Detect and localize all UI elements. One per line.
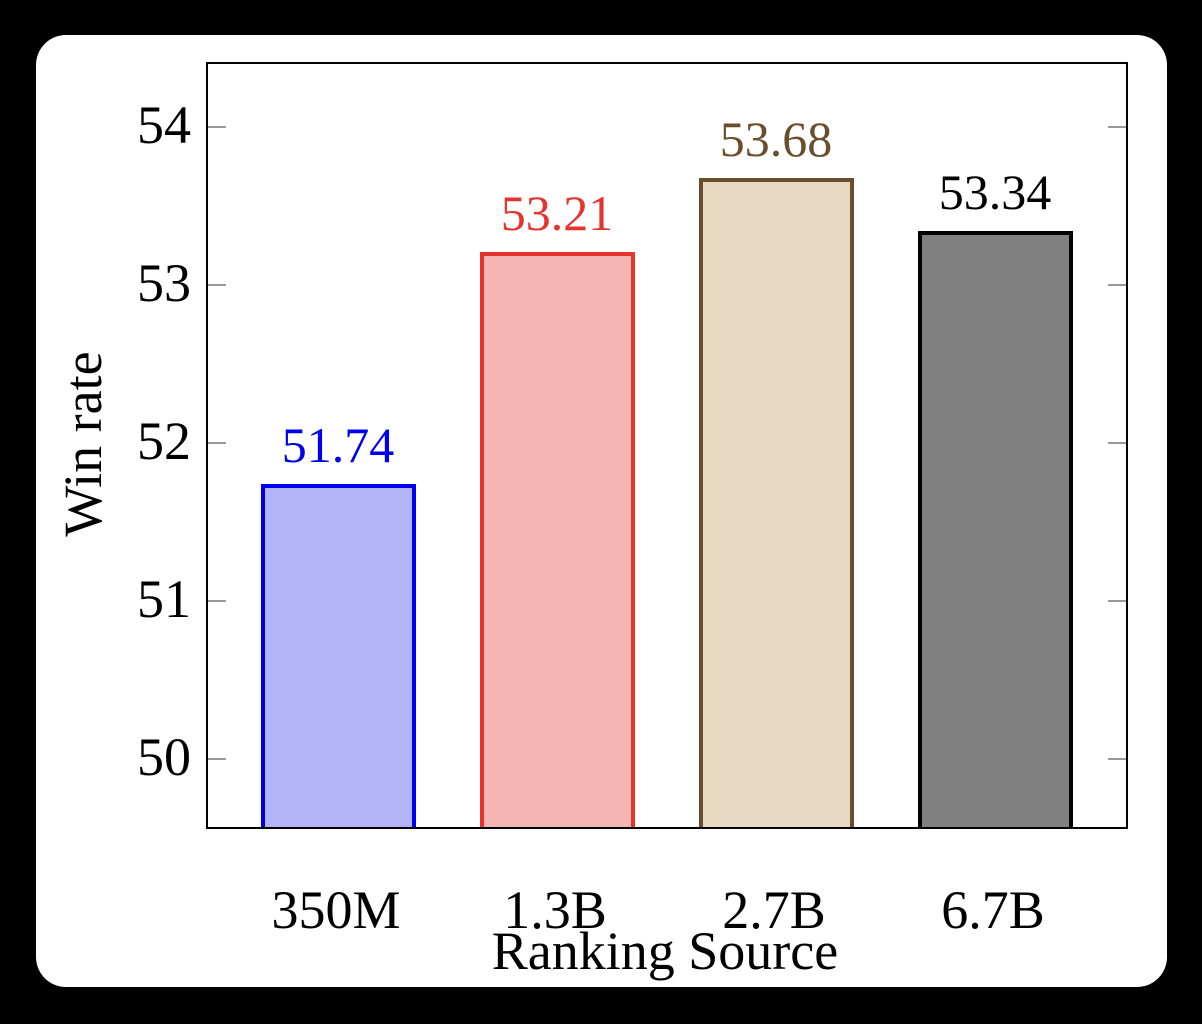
y-axis-tick-mark	[208, 442, 226, 445]
y-axis-tick-mark	[208, 600, 226, 603]
bar-value-label: 53.21	[500, 185, 614, 241]
bar-value-label: 51.74	[281, 417, 395, 474]
plot-area: 51.74 53.21 53.68 53.34	[206, 62, 1128, 829]
y-axis-tick-label: 51	[137, 569, 191, 630]
x-axis-category-label: 6.7B	[941, 880, 1045, 940]
x-axis-title: Ranking Source	[491, 921, 839, 981]
bar-value-label: 53.34	[938, 164, 1052, 221]
y-axis-tick-mark	[208, 126, 226, 129]
y-axis-tick-label: 53	[137, 253, 191, 314]
x-axis-category-label: 2.7B	[722, 880, 826, 940]
bar-value-label: 53.68	[719, 110, 833, 167]
y-axis-tick-label: 50	[137, 727, 191, 788]
y-axis-tick-mark	[208, 284, 226, 287]
y-axis-tick-mark	[1108, 758, 1126, 761]
y-axis-tick-mark	[1108, 126, 1126, 129]
bar-6.7B	[917, 231, 1073, 827]
x-axis-category-label: 1.3B	[503, 880, 607, 940]
y-axis-tick-mark	[1108, 284, 1126, 287]
chart-card: Win rate 51.74 53.21 53.68 53.34 50 51 52 53 54…	[36, 35, 1167, 987]
bar-2.7B	[698, 177, 854, 827]
x-axis-category-label: 350M	[271, 880, 401, 940]
y-axis-tick-mark	[1108, 442, 1126, 445]
y-axis-tick-label: 52	[137, 411, 191, 472]
y-axis-tick-mark	[208, 758, 226, 761]
y-axis-tick-mark	[1108, 600, 1126, 603]
bar-350M	[260, 484, 416, 827]
bar-1.3B	[479, 252, 635, 827]
y-axis-tick-label: 54	[137, 95, 191, 156]
